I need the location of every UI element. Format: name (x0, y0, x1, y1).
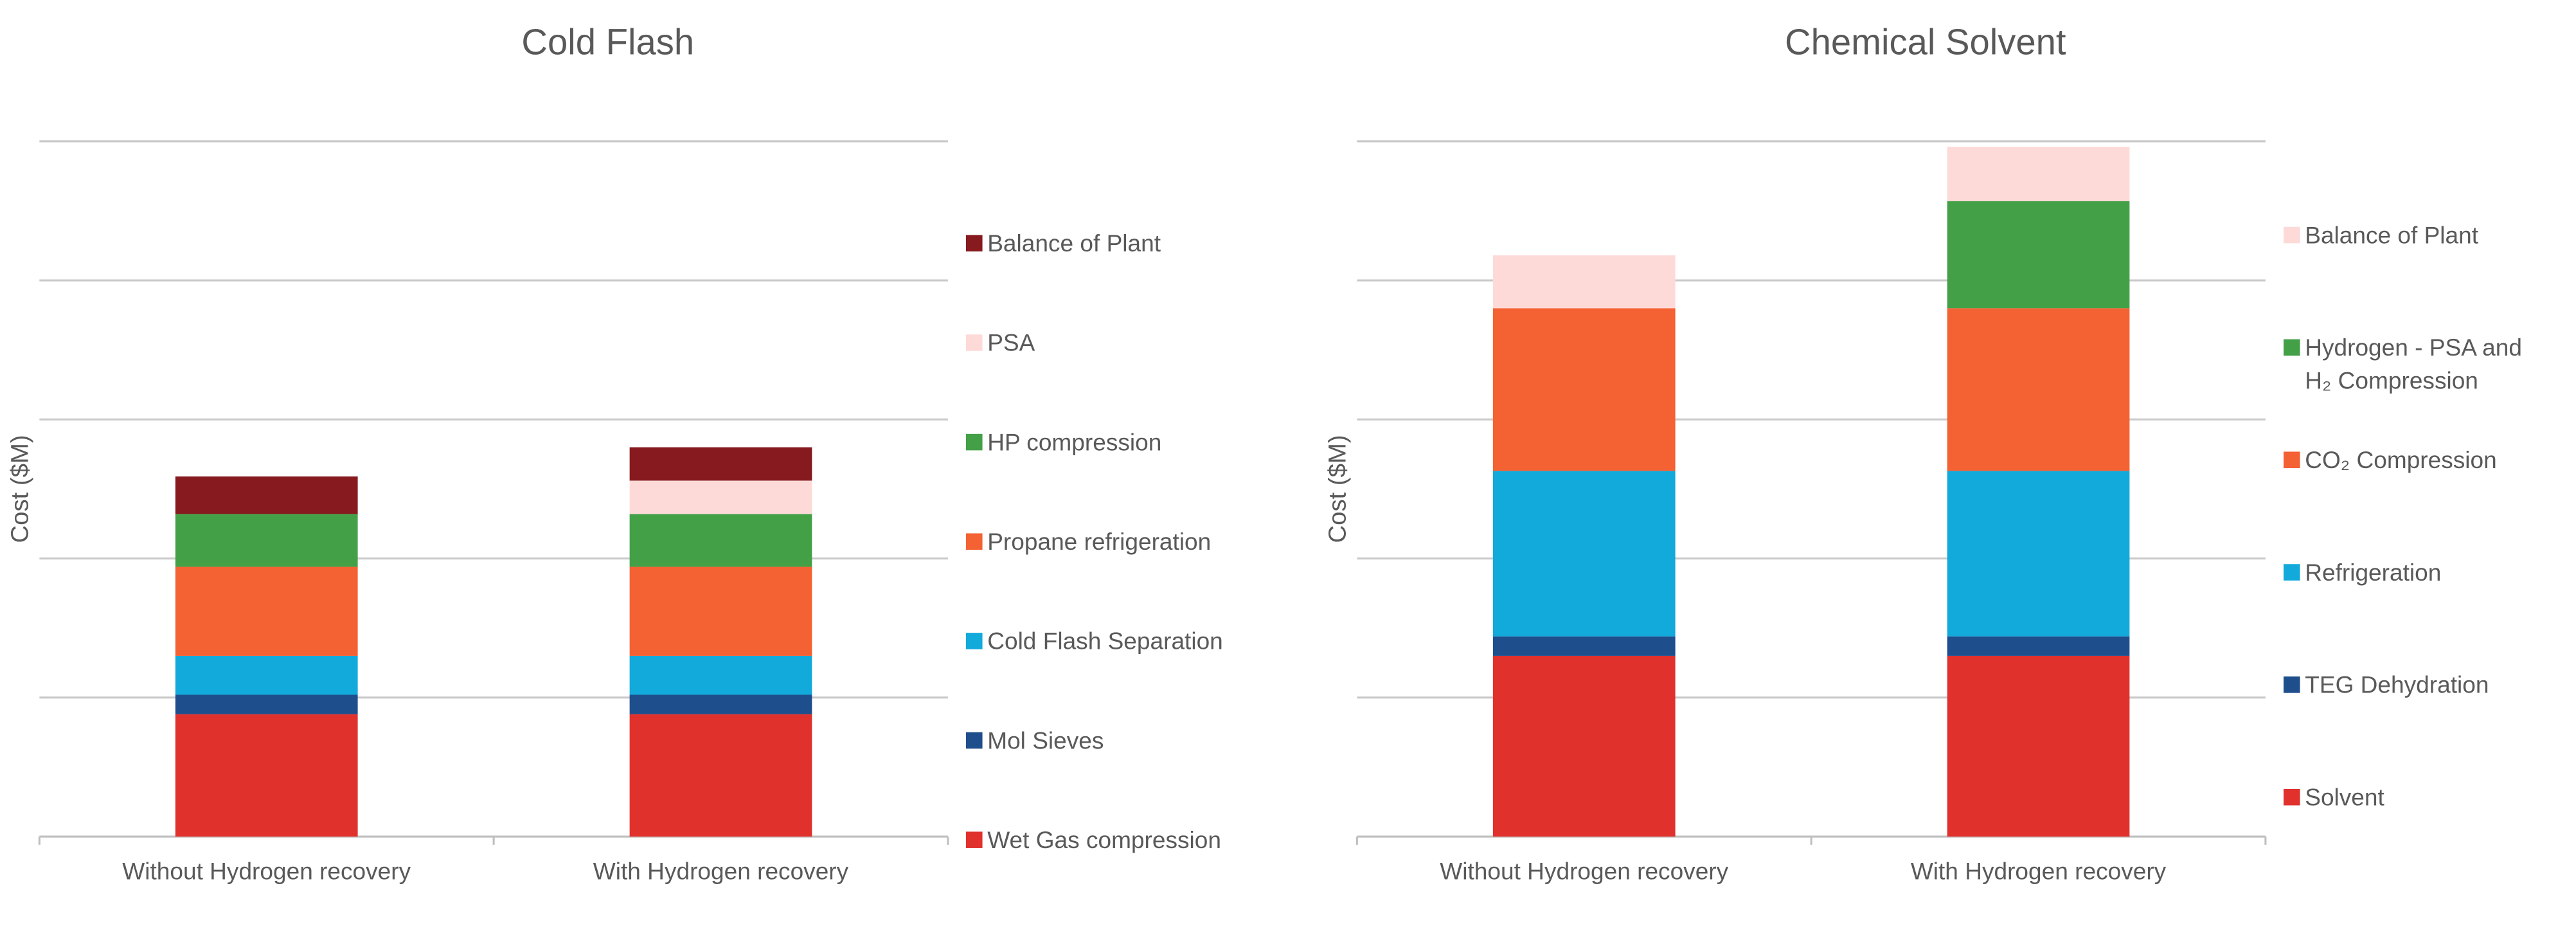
legend-swatch (966, 831, 983, 848)
bar-segment-mol-sieves (175, 694, 358, 714)
legend-swatch (2284, 226, 2300, 244)
bar-segment-balance-of-plant (175, 476, 358, 514)
legend-label: Propane refrigeration (987, 528, 1211, 555)
bar-segment-balance-of-plant (1947, 147, 2130, 201)
chart-title: Cold Flash (521, 21, 694, 62)
bar-segment-solvent (1492, 655, 1676, 837)
x-tick-label: With Hydrogen recovery (593, 858, 849, 885)
bar-segment-mol-sieves (629, 694, 812, 714)
bar-segment-co-compression (1947, 308, 2130, 471)
bar-segment-cold-flash-separation (175, 655, 358, 695)
bar-segment-psa (629, 480, 812, 514)
legend-label: TEG Dehydration (2305, 671, 2489, 698)
y-axis-label: Cost ($M) (1323, 435, 1351, 543)
legend-swatch (966, 433, 983, 451)
x-tick-label: With Hydrogen recovery (1911, 858, 2167, 885)
chemical-solvent-chart: Chemical Solvent Cost ($M) Without Hydroge… (1323, 21, 2522, 884)
legend-swatch (966, 235, 983, 252)
legend-swatch (2284, 564, 2300, 581)
legend-swatch (2284, 676, 2300, 693)
legend: Balance of Plant Hydrogen - PSA and H₂ Com… (2284, 221, 2522, 811)
legend-swatch (2284, 788, 2300, 806)
legend-label: H₂ Compression (2305, 367, 2478, 394)
legend-label: Balance of Plant (987, 230, 1161, 257)
legend-swatch (966, 732, 983, 749)
bar-segment-hp-compression (175, 514, 358, 567)
legend-label: Wet Gas compression (987, 826, 1221, 853)
bar-segment-wet-gas-compression (175, 714, 358, 837)
legend-swatch (966, 334, 983, 351)
legend-swatch (2284, 451, 2300, 468)
bar-segment-refrigeration (1492, 471, 1676, 637)
bar-segment-balance-of-plant (1492, 255, 1676, 309)
legend: Balance of Plant PSA HP compression Propane… (966, 230, 1223, 853)
bar-segment-solvent (1947, 655, 2130, 837)
legend-swatch (2284, 339, 2300, 356)
bar-segment-teg-dehydration (1947, 636, 2130, 656)
legend-label: Refrigeration (2305, 559, 2441, 586)
bar-segment-hydrogen-psa-and-h-compression (1947, 201, 2130, 309)
cold-flash-chart: Cold Flash Cost ($M) Without Hydrogen reco… (6, 21, 1222, 884)
legend-label: HP compression (987, 428, 1161, 455)
bar-segment-wet-gas-compression (629, 714, 812, 837)
bar-segment-balance-of-plant (629, 447, 812, 481)
bar-segment-teg-dehydration (1492, 636, 1676, 656)
legend-label: Mol Sieves (987, 727, 1104, 754)
bar-segment-co-compression (1492, 308, 1676, 471)
bar-segment-cold-flash-separation (629, 655, 812, 695)
legend-label: Solvent (2305, 784, 2384, 811)
legend-label: Balance of Plant (2305, 221, 2479, 248)
bar-segment-propane-refrigeration (629, 566, 812, 656)
y-axis-label: Cost ($M) (6, 435, 33, 543)
legend-label: PSA (987, 329, 1035, 356)
legend-swatch (966, 533, 983, 550)
legend-label: CO₂ Compression (2305, 446, 2497, 473)
x-tick-label: Without Hydrogen recovery (1440, 858, 1728, 885)
bar-segment-propane-refrigeration (175, 566, 358, 656)
legend-label: Hydrogen - PSA and (2305, 334, 2522, 361)
chart-title: Chemical Solvent (1785, 21, 2066, 62)
x-tick-label: Without Hydrogen recovery (122, 858, 411, 885)
legend-swatch (966, 633, 983, 649)
legend-label: Cold Flash Separation (987, 628, 1223, 655)
bar-segment-refrigeration (1947, 471, 2130, 637)
bar-segment-hp-compression (629, 514, 812, 567)
